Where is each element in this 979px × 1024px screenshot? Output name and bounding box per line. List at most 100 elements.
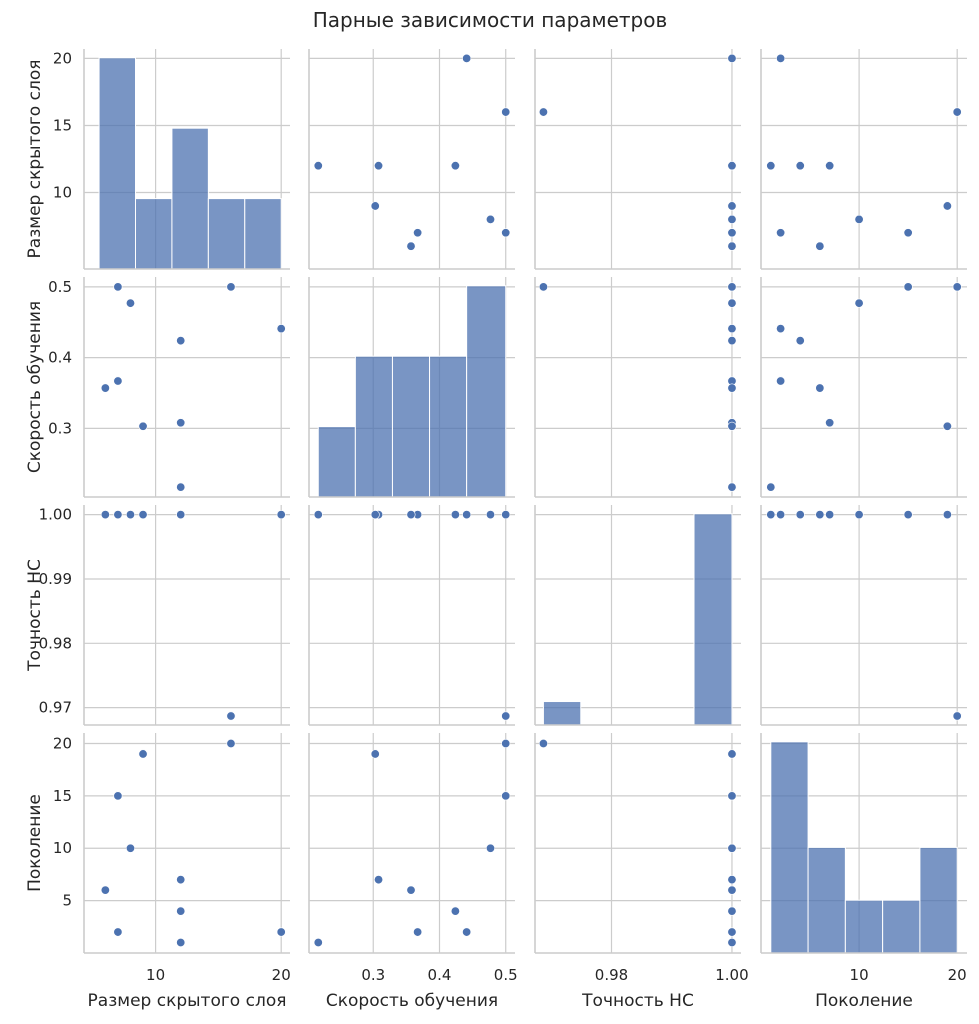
histogram-bar xyxy=(844,899,884,954)
histogram-bar xyxy=(429,355,468,498)
scatter-point xyxy=(176,482,186,492)
panel-acc-vs-lr xyxy=(308,505,515,726)
y-tick-label: 0.3 xyxy=(48,419,72,437)
histogram-bar xyxy=(770,741,809,954)
scatter-point xyxy=(825,161,835,171)
scatter-point xyxy=(485,510,495,520)
scatter-point xyxy=(854,510,864,520)
scatter-point xyxy=(952,282,962,292)
scatter-point xyxy=(100,383,110,393)
scatter-point xyxy=(727,875,737,885)
panel-hidden-vs-gen xyxy=(760,49,967,270)
x-tick-label: 0.3 xyxy=(361,966,385,984)
scatter-point xyxy=(138,421,148,431)
y-tick-label: 0.98 xyxy=(39,634,72,652)
histogram-bar xyxy=(98,57,137,270)
scatter-point xyxy=(100,510,110,520)
panel-acc-vs-acc xyxy=(534,505,741,726)
scatter-point xyxy=(276,324,286,334)
scatter-point xyxy=(462,927,472,937)
scatter-point xyxy=(727,298,737,308)
scatter-point xyxy=(903,282,913,292)
y-axis-label: Скорость обучения xyxy=(25,301,45,473)
scatter-point xyxy=(370,201,380,211)
scatter-point xyxy=(727,906,737,916)
panel-hidden-vs-lr xyxy=(308,49,515,270)
scatter-point xyxy=(176,906,186,916)
histogram-bar xyxy=(207,198,246,270)
y-tick-label: 10 xyxy=(53,184,72,202)
scatter-point xyxy=(727,421,737,431)
scatter-point xyxy=(462,510,472,520)
x-tick-label: 20 xyxy=(948,966,967,984)
scatter-point xyxy=(815,241,825,251)
x-axis-label: Размер скрытого слоя xyxy=(88,991,287,1011)
panel-acc-vs-gen xyxy=(760,505,967,726)
scatter-point xyxy=(795,161,805,171)
scatter-point xyxy=(501,510,511,520)
scatter-point xyxy=(776,510,786,520)
scatter-point xyxy=(776,53,786,63)
scatter-point xyxy=(450,906,460,916)
scatter-point xyxy=(113,376,123,386)
histogram-bar xyxy=(807,846,846,954)
scatter-point xyxy=(370,510,380,520)
scatter-point xyxy=(313,938,323,948)
y-tick-label: 5 xyxy=(62,892,72,910)
scatter-point xyxy=(952,107,962,117)
scatter-point xyxy=(795,336,805,346)
y-tick-label: 10 xyxy=(53,839,72,857)
scatter-point xyxy=(727,201,737,211)
scatter-point xyxy=(113,927,123,937)
panel-gen-vs-lr xyxy=(308,733,515,954)
scatter-point xyxy=(795,510,805,520)
scatter-point xyxy=(100,885,110,895)
scatter-point xyxy=(942,421,952,431)
scatter-point xyxy=(815,383,825,393)
panel-acc-vs-hidden xyxy=(83,505,290,726)
scatter-point xyxy=(727,383,737,393)
scatter-point xyxy=(176,510,186,520)
x-tick-label: 10 xyxy=(850,966,869,984)
scatter-point xyxy=(113,510,123,520)
y-axis-label: Поколение xyxy=(25,794,45,892)
scatter-point xyxy=(727,927,737,937)
scatter-point xyxy=(176,938,186,948)
panel-hidden-vs-acc xyxy=(534,49,741,270)
scatter-point xyxy=(413,927,423,937)
scatter-point xyxy=(903,510,913,520)
scatter-point xyxy=(370,749,380,759)
histogram-bar xyxy=(882,899,921,954)
scatter-point xyxy=(462,53,472,63)
panel-gen-vs-gen xyxy=(760,733,967,954)
y-tick-label: 0.4 xyxy=(48,349,72,367)
scatter-point xyxy=(727,214,737,224)
figure-title: Парные зависимости параметров xyxy=(313,8,668,32)
scatter-point xyxy=(854,214,864,224)
scatter-point xyxy=(942,201,952,211)
y-tick-label: 1.00 xyxy=(39,506,72,524)
y-axis-label: Точность НС xyxy=(25,559,45,672)
scatter-point xyxy=(450,510,460,520)
x-tick-label: 20 xyxy=(272,966,291,984)
scatter-point xyxy=(776,324,786,334)
scatter-point xyxy=(727,791,737,801)
panel-lr-vs-acc xyxy=(534,277,741,498)
scatter-point xyxy=(727,53,737,63)
scatter-point xyxy=(125,843,135,853)
scatter-point xyxy=(815,510,825,520)
scatter-point xyxy=(313,510,323,520)
histogram-bar xyxy=(919,846,958,954)
y-tick-label: 20 xyxy=(53,734,72,752)
scatter-point xyxy=(501,711,511,721)
histogram-bar xyxy=(391,355,431,498)
y-tick-label: 15 xyxy=(53,116,72,134)
scatter-point xyxy=(854,298,864,308)
scatter-point xyxy=(538,282,548,292)
scatter-point xyxy=(176,336,186,346)
scatter-point xyxy=(727,885,737,895)
scatter-point xyxy=(727,282,737,292)
scatter-point xyxy=(727,161,737,171)
histogram-bar xyxy=(171,127,209,270)
